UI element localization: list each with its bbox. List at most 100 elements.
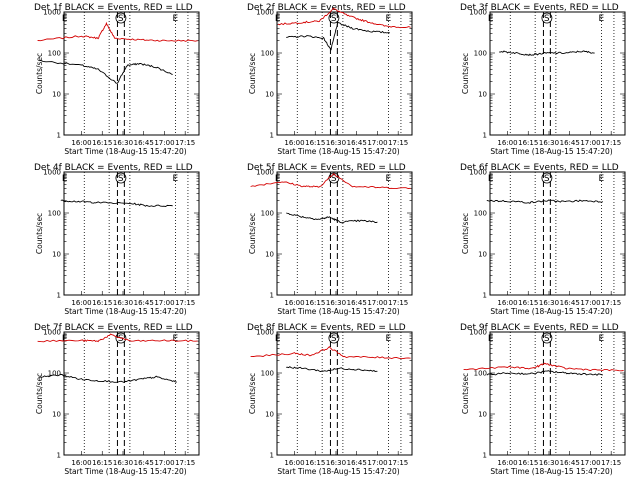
events-series-line bbox=[39, 59, 173, 84]
y-tick-label: 100 bbox=[48, 50, 61, 58]
x-tick-label: 17:15 bbox=[388, 299, 408, 307]
x-tick-label: 17:15 bbox=[388, 139, 408, 147]
x-tick-label: 16:15 bbox=[518, 459, 538, 467]
annotation-e: E bbox=[386, 14, 392, 24]
x-tick-label: 16:15 bbox=[92, 299, 112, 307]
plot-frame bbox=[276, 171, 413, 296]
y-axis-label: Counts/sec bbox=[461, 213, 470, 254]
y-tick-label: 100 bbox=[261, 210, 274, 218]
panel-title: Det 9f BLACK = Events, RED = LLD bbox=[460, 323, 619, 333]
y-tick-label: 1 bbox=[270, 452, 274, 460]
y-tick-label: 1000 bbox=[43, 329, 61, 337]
y-tick-label: 1000 bbox=[469, 9, 487, 17]
x-tick-label: 17:00 bbox=[367, 299, 387, 307]
annotation-e: E bbox=[62, 174, 68, 184]
annotation-s: S bbox=[544, 174, 550, 184]
annotation-e: E bbox=[599, 334, 605, 344]
x-tick-label: 16:00 bbox=[497, 139, 517, 147]
lld-series-line bbox=[250, 173, 411, 190]
x-tick-label: 17:15 bbox=[601, 139, 621, 147]
annotation-s: S bbox=[331, 174, 337, 184]
panel-title: Det 6f BLACK = Events, RED = LLD bbox=[460, 163, 619, 173]
y-tick-label: 10 bbox=[478, 251, 487, 259]
x-tick-label: 16:15 bbox=[305, 299, 325, 307]
y-tick-label: 1 bbox=[483, 292, 487, 300]
x-tick-label: 16:30 bbox=[326, 459, 346, 467]
y-tick-label: 1000 bbox=[256, 329, 274, 337]
plot-frame bbox=[276, 331, 413, 456]
annotation-e: E bbox=[386, 334, 392, 344]
x-tick-label: 16:30 bbox=[539, 299, 559, 307]
y-tick-label: 10 bbox=[265, 411, 274, 419]
y-tick-label: 10 bbox=[478, 91, 487, 99]
sun-circle bbox=[541, 12, 553, 24]
y-tick-label: 100 bbox=[474, 210, 487, 218]
panel-title: Det 7f BLACK = Events, RED = LLD bbox=[34, 323, 193, 333]
lld-series-line bbox=[463, 362, 624, 372]
x-axis-label: Start Time (18-Aug-15 15:47:20) bbox=[64, 467, 186, 476]
events-series-line bbox=[60, 199, 173, 207]
x-axis-label: Start Time (18-Aug-15 15:47:20) bbox=[490, 147, 612, 156]
y-tick-label: 1 bbox=[57, 452, 61, 460]
x-tick-label: 17:00 bbox=[367, 459, 387, 467]
x-tick-label: 16:30 bbox=[113, 299, 133, 307]
y-tick-label: 10 bbox=[265, 251, 274, 259]
y-tick-label: 10 bbox=[52, 411, 61, 419]
x-tick-label: 16:45 bbox=[347, 139, 367, 147]
y-tick-label: 1000 bbox=[256, 9, 274, 17]
events-series-line bbox=[286, 366, 378, 373]
annotation-e: E bbox=[173, 334, 179, 344]
plot-frame bbox=[276, 11, 413, 136]
x-tick-label: 16:30 bbox=[539, 459, 559, 467]
y-axis-label: Counts/sec bbox=[35, 53, 44, 94]
y-tick-label: 1 bbox=[57, 132, 61, 140]
x-tick-label: 16:15 bbox=[305, 459, 325, 467]
annotation-e: E bbox=[599, 14, 605, 24]
sun-circle bbox=[541, 332, 553, 344]
lld-series-line bbox=[250, 346, 411, 360]
x-tick-label: 17:15 bbox=[388, 459, 408, 467]
x-tick-label: 16:30 bbox=[113, 459, 133, 467]
y-tick-label: 100 bbox=[48, 370, 61, 378]
lld-series-line bbox=[37, 333, 198, 343]
annotation-s: S bbox=[544, 334, 550, 344]
panel-title: Det 4f BLACK = Events, RED = LLD bbox=[34, 163, 193, 173]
y-axis-label: Counts/sec bbox=[248, 373, 257, 414]
plot-frame bbox=[63, 11, 200, 136]
plot-frame bbox=[63, 331, 200, 456]
events-series-line bbox=[486, 370, 603, 376]
y-tick-label: 1000 bbox=[469, 169, 487, 177]
plot-frame bbox=[489, 11, 626, 136]
y-axis-label: Counts/sec bbox=[35, 213, 44, 254]
y-tick-label: 10 bbox=[52, 251, 61, 259]
y-tick-label: 1 bbox=[270, 292, 274, 300]
annotation-e: E bbox=[62, 14, 68, 24]
x-tick-label: 16:45 bbox=[560, 139, 580, 147]
panel-title: Det 8f BLACK = Events, RED = LLD bbox=[247, 323, 406, 333]
annotation-s: S bbox=[118, 334, 124, 344]
y-tick-label: 100 bbox=[48, 210, 61, 218]
x-tick-label: 16:15 bbox=[92, 139, 112, 147]
y-tick-label: 1000 bbox=[256, 169, 274, 177]
events-series-line bbox=[39, 373, 177, 384]
events-series-line bbox=[486, 199, 604, 204]
x-tick-label: 17:00 bbox=[154, 139, 174, 147]
x-tick-label: 16:15 bbox=[305, 139, 325, 147]
y-axis-label: Counts/sec bbox=[35, 373, 44, 414]
x-tick-label: 16:00 bbox=[71, 139, 91, 147]
x-tick-label: 17:00 bbox=[580, 299, 600, 307]
x-tick-label: 16:00 bbox=[284, 139, 304, 147]
panel-title: Det 1f BLACK = Events, RED = LLD bbox=[34, 3, 193, 13]
x-tick-label: 16:45 bbox=[347, 299, 367, 307]
lld-series-line bbox=[277, 7, 411, 29]
x-tick-label: 16:00 bbox=[284, 299, 304, 307]
y-tick-label: 1000 bbox=[43, 9, 61, 17]
x-tick-label: 16:45 bbox=[347, 459, 367, 467]
y-axis-label: Counts/sec bbox=[461, 53, 470, 94]
